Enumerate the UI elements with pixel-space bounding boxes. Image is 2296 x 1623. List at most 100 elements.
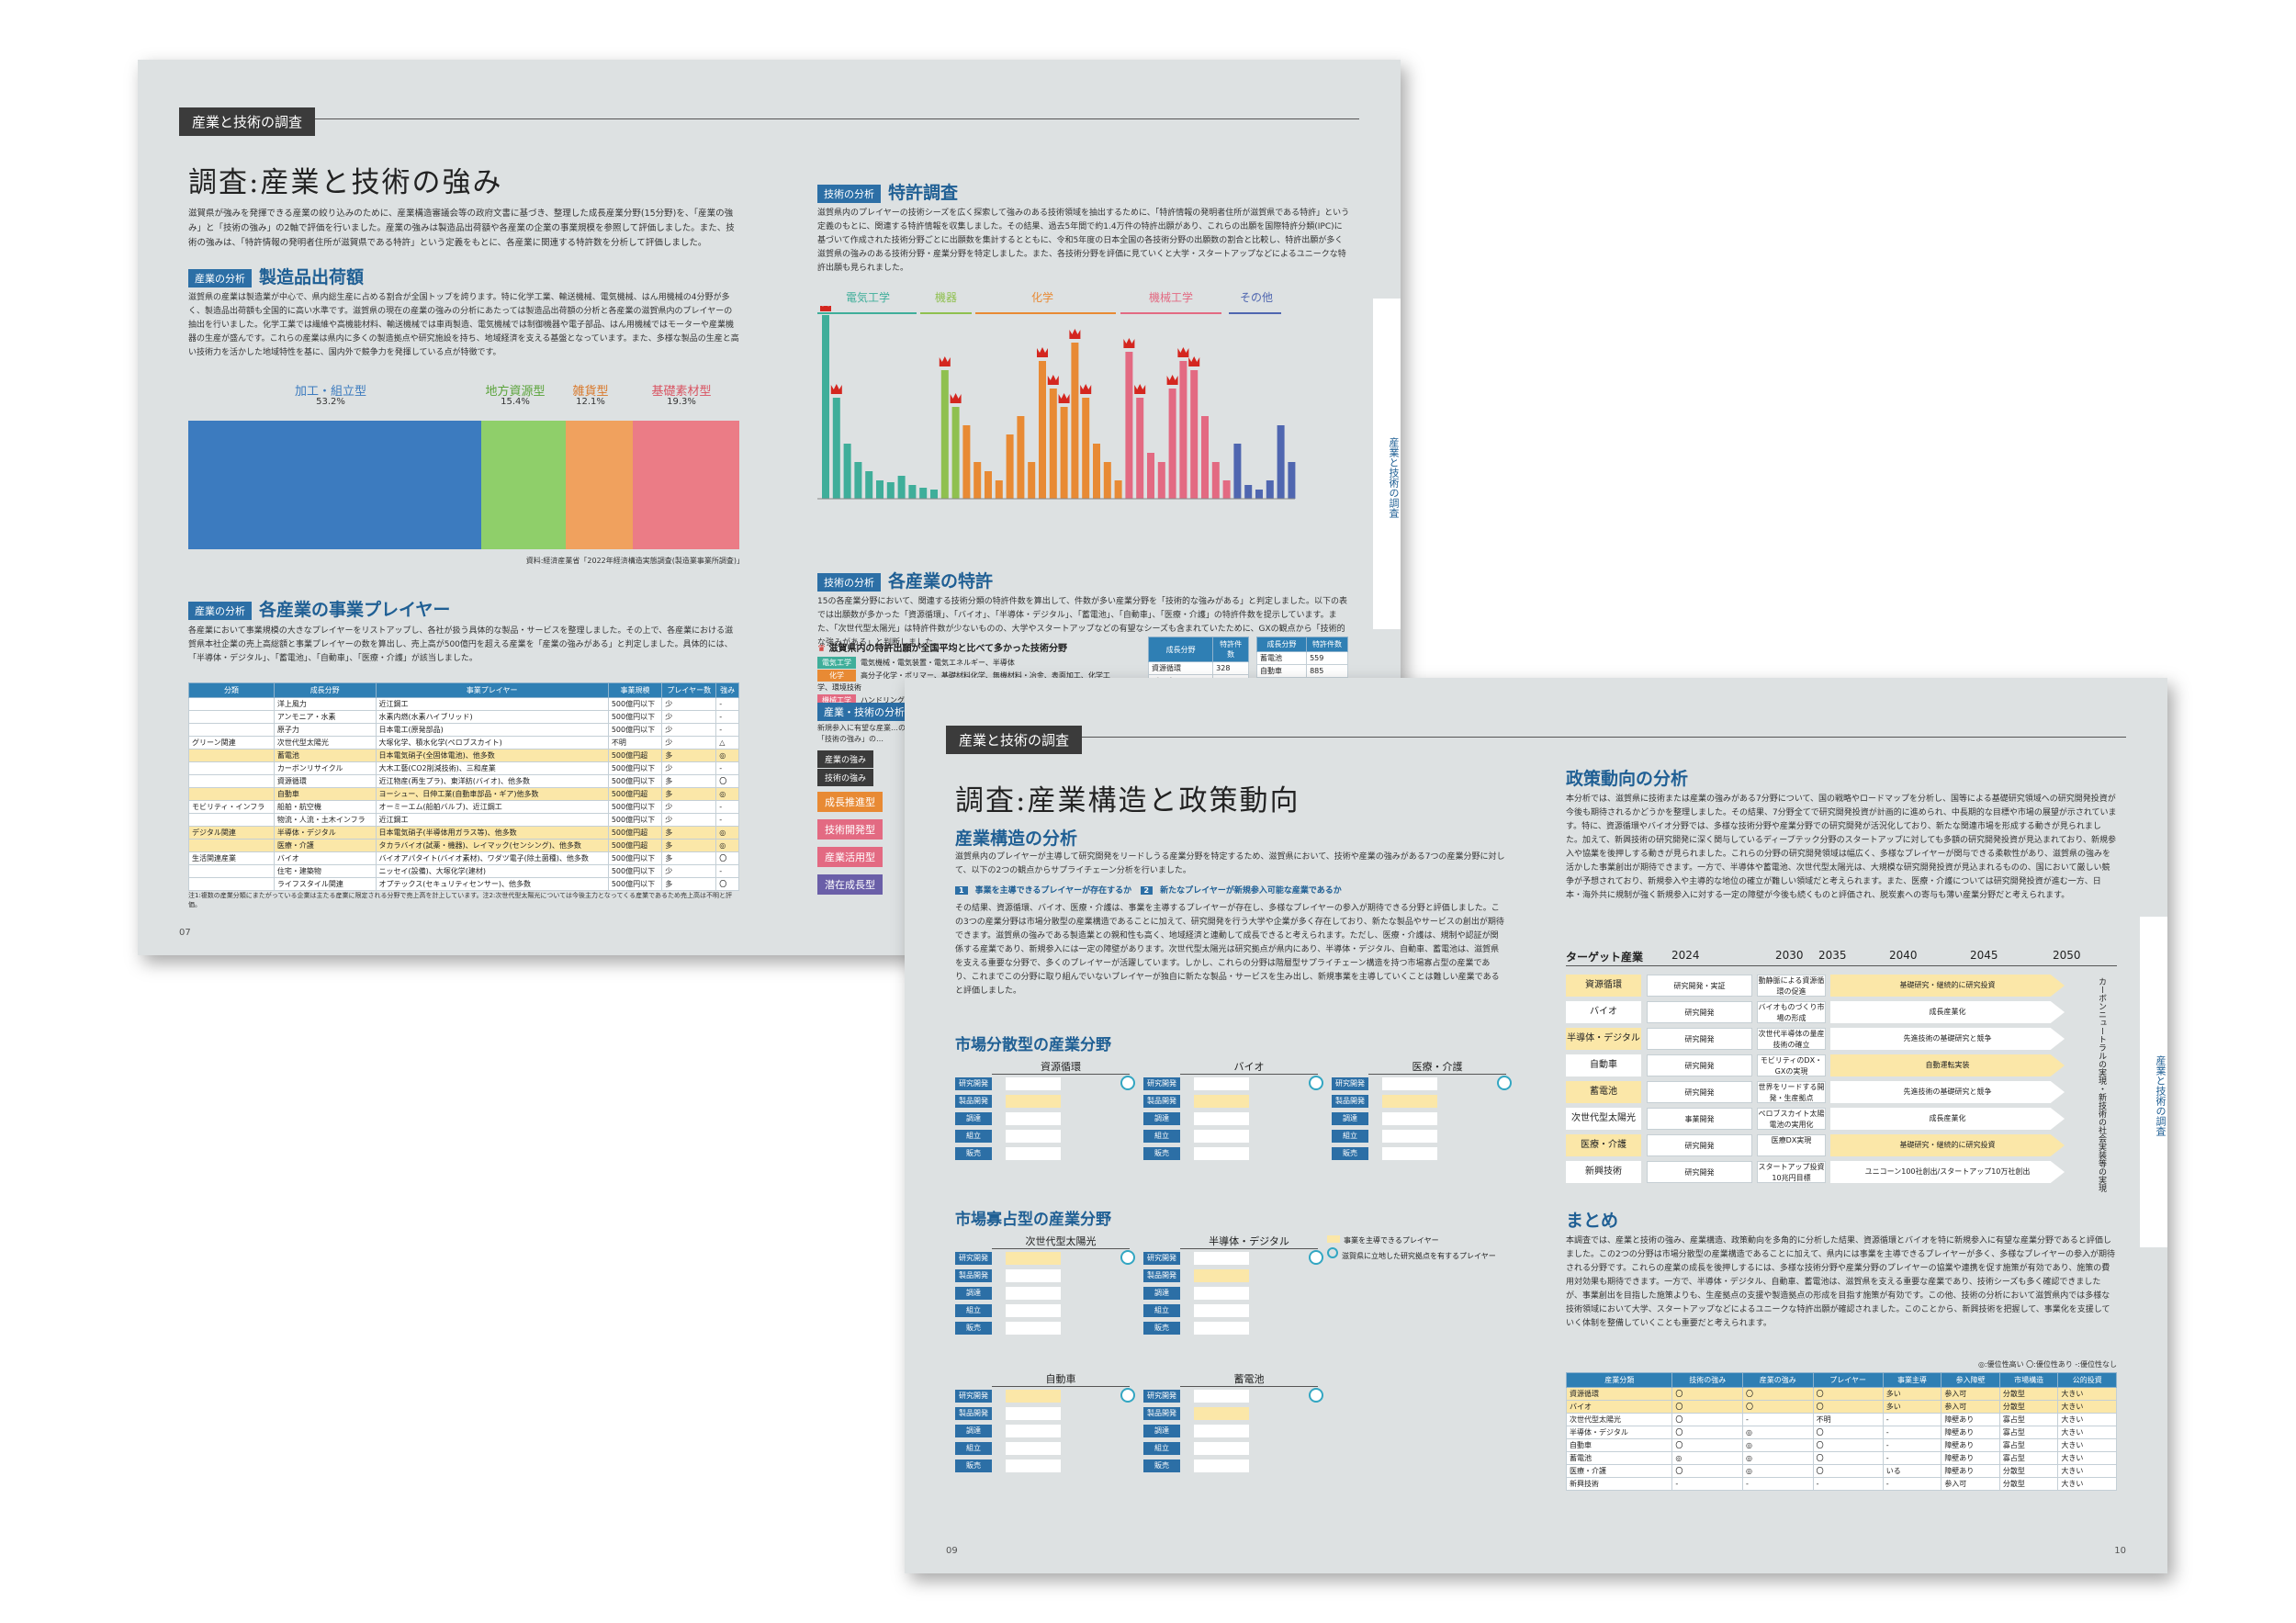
timeline-industry: 新興技術 <box>1566 1161 1641 1183</box>
policy-heading: 政策動向の分析 <box>1566 769 1689 789</box>
table-header: 参入障壁 <box>1941 1372 2000 1388</box>
summary-text: 新規参入に有望な産業…の強み」と「技術の強み」の… <box>817 724 935 743</box>
flow-node <box>1194 1147 1249 1160</box>
patent-group-label: 化学 <box>1030 291 1053 304</box>
lab-marker-icon <box>1309 1076 1323 1090</box>
patent-bar <box>843 444 851 499</box>
timeline-phase-3: ユニコーン100社創出/スタートアップ10万社創出 <box>1830 1161 2065 1183</box>
table-cell: - <box>1882 1451 1942 1465</box>
table-row: 次世代型太陽光〇 - 不明 - 障壁あり 寡占型 大きい <box>1565 1413 2117 1426</box>
table-cell: 日本電工(原発部品) <box>375 723 609 737</box>
table-cell: 500億円以下 <box>607 774 663 788</box>
patent-heading-text: 特許調査 <box>888 183 959 203</box>
flow-stage: 調達 <box>955 1112 992 1125</box>
table-cell: 〇 <box>715 851 739 865</box>
table-cell: 近江鋼工 <box>375 813 609 827</box>
table-header: 産業分類 <box>1565 1372 1673 1388</box>
flow-stage: 調達 <box>1143 1425 1180 1437</box>
patent-bar <box>1168 389 1176 499</box>
table-cell: 〇 <box>715 877 739 891</box>
flow-stage: 製品開発 <box>1332 1095 1368 1108</box>
timeline-phase-1: 事業開発 <box>1647 1108 1752 1130</box>
patent-bar <box>974 462 982 499</box>
section-rule <box>179 118 1359 119</box>
table-cell: 大きい <box>2057 1400 2117 1414</box>
legend-leader-text: 事業を主導できるプレイヤー <box>1344 1236 1439 1245</box>
table-header: 市場構造 <box>1998 1372 2059 1388</box>
table-cell: オーミーエム(船舶バルブ)、近江鋼工 <box>375 800 609 814</box>
flow-stage: 販売 <box>955 1460 992 1472</box>
step-techdev: 技術開発型 <box>817 819 883 840</box>
flow-stage: 組立 <box>955 1130 992 1143</box>
flow-node <box>1006 1287 1061 1300</box>
table-cell: 〇 <box>1671 1413 1743 1426</box>
flow-stage: 組立 <box>1332 1130 1368 1143</box>
industry-patent-tag: 技術の分析 <box>817 572 881 592</box>
patent-bar <box>962 425 971 499</box>
table-cell: 近江物産(再生プラ)、東洋紡(バイオ)、他多数 <box>375 774 609 788</box>
step-latent: 潜在成長型 <box>817 874 883 895</box>
timeline-row: バイオ 研究開発 バイオものづくり市場の形成 成長産業化 <box>1566 1001 2066 1025</box>
group-label: 地方資源型 <box>485 385 546 399</box>
table-cell: 住宅・建築物 <box>273 864 377 878</box>
lab-marker-icon <box>1120 1250 1135 1265</box>
table-row: 原子力 日本電工(原発部品) 500億円以下少 - <box>188 723 739 737</box>
table-cell: ◎ <box>715 839 739 852</box>
flow-node <box>1006 1147 1061 1160</box>
table-row: ライフスタイル関連 オプテックス(セキュリティセンサー)、他多数 500億円以下多〇 <box>188 877 739 891</box>
players-text: 各産業において事業規模の大きなプレイヤーをリストアップし、各社が扱う具体的な製品… <box>188 626 734 663</box>
table-cell: 少 <box>661 723 717 737</box>
flow-stage: 研究開発 <box>1143 1077 1180 1090</box>
flow-node <box>1382 1077 1437 1090</box>
table-cell <box>188 710 275 724</box>
flow-node <box>1382 1130 1437 1143</box>
flow-title: 資源循環 <box>992 1059 1130 1075</box>
table-row: 新興技術 - - - - 参入可 分散型 大きい <box>1565 1477 2117 1491</box>
table-cell: 多 <box>661 851 717 865</box>
table-cell: 少 <box>661 736 717 750</box>
timeline-row: 新興技術 研究開発 スタートアップ投資10兆円目標 ユニコーン100社創出/スタートア… <box>1566 1161 2066 1185</box>
section-rule <box>946 737 2126 738</box>
patent-group-label: 電気工学 <box>845 291 890 304</box>
legend-lab: 滋賀県に立地した研究拠点を有するプレイヤー <box>1327 1247 1511 1263</box>
policy-text: 本分析では、滋賀県に技術または産業の強みがある7分野について、国の戦略やロードマ… <box>1566 795 2117 900</box>
table-row: グリーン関連 次世代型太陽光 大塚化学、積水化学(ペロブスカイト) 不明少 △ <box>188 736 739 750</box>
flow-node <box>1006 1269 1061 1282</box>
table-cell: 500億円以下 <box>607 723 663 737</box>
timeline-phase-2: 世界をリードする開発・生産拠点 <box>1757 1081 1826 1103</box>
table-cell: 〇 <box>1812 1400 1884 1414</box>
table-row: アンモニア・水素 水素内燃(水素ハイブリッド) 500億円以下少 - <box>188 710 739 724</box>
patent-bar <box>1028 462 1036 499</box>
flow-title: 半導体・デジタル <box>1180 1234 1318 1249</box>
table-cell: 328 <box>1212 661 1249 675</box>
timeline-year: 2024 <box>1671 949 1700 962</box>
table-cell <box>188 877 275 891</box>
table-cell: ヨーシュー、日伸工業(自動車部品・ギア)他多数 <box>375 787 609 801</box>
crown-icon <box>1166 375 1178 385</box>
patent-bar <box>940 370 949 499</box>
table-cell: 大きい <box>2057 1477 2117 1491</box>
flow-node <box>1194 1287 1249 1300</box>
patent-bar <box>951 407 960 499</box>
flow-node <box>1006 1425 1061 1437</box>
summary-heading: 産業・技術の分析 <box>817 703 918 721</box>
patent-bar <box>1201 416 1209 499</box>
crown-row: 化学 高分子化学・ポリマー、基礎材料化学、無機材料・冶金、表面加工、化学工学、環境… <box>817 670 1120 693</box>
flow-node <box>1006 1095 1061 1108</box>
patent-bar <box>1288 462 1296 499</box>
supply-chain-flow: 半導体・デジタル 研究開発 製品開発 調達 組立 販売 <box>1143 1234 1327 1335</box>
flow-stage: 製品開発 <box>1143 1407 1180 1420</box>
table-header: プレイヤー <box>1812 1372 1884 1388</box>
table-cell: 〇 <box>1812 1451 1884 1465</box>
table-cell: ニッセイ(設備)、大塚化学(建材) <box>375 864 609 878</box>
patent-tag: 技術の分析 <box>817 184 881 203</box>
table-cell: ◎ <box>1742 1438 1814 1452</box>
lab-marker-icon <box>1309 1250 1323 1265</box>
table-cell: ◎ <box>1671 1451 1743 1465</box>
table-cell: 寡占型 <box>1998 1413 2059 1426</box>
industry-patent-text: 15の各産業分野において、関連する技術分類の特許件数を算出して、件数が多い産業分… <box>817 597 1348 648</box>
table-cell: 〇 <box>1671 1426 1743 1439</box>
table-cell: 障壁あり <box>1941 1413 2000 1426</box>
table-cell: バイオアパタイト(バイオ素材)、ワダツ電子(除土菌種)、他多数 <box>375 851 609 865</box>
patent-bar <box>1017 416 1025 499</box>
